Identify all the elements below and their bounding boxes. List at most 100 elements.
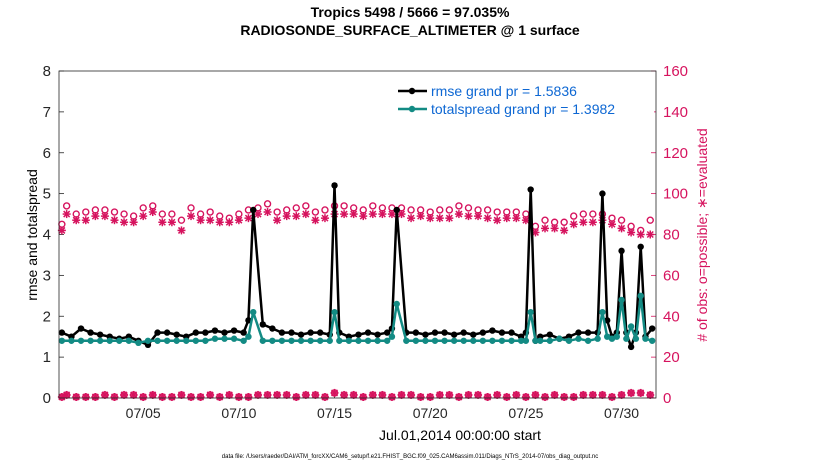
rmse-point: [154, 329, 161, 336]
evaluated-count-marker: [167, 218, 176, 227]
y-right-tick-label: 0: [663, 390, 671, 407]
possible-count-marker: [455, 202, 463, 210]
totalspread-point: [173, 337, 180, 344]
x-axis-label: Jul.01,2014 00:00:00 start: [379, 427, 541, 443]
rmse-point: [604, 317, 611, 324]
evaluated-count-marker: [588, 218, 597, 227]
totalspread-point: [316, 337, 324, 344]
evaluated-count-marker: [206, 216, 215, 225]
totalspread-point: [68, 337, 75, 344]
evaluated-count-marker: [579, 218, 588, 227]
totalspread-point: [240, 337, 247, 344]
totalspread-point: [116, 337, 123, 344]
evaluated-count-marker: [330, 388, 339, 397]
evaluated-count-marker: [301, 210, 310, 219]
y-right-tick-label: 100: [663, 186, 688, 203]
evaluated-count-marker: [502, 393, 511, 401]
possible-count-marker: [283, 206, 291, 214]
possible-count-marker: [426, 208, 434, 216]
evaluated-count-marker: [560, 393, 569, 401]
evaluated-count-marker: [254, 210, 262, 219]
possible-count-marker: [101, 206, 109, 214]
y-right-tick-label: 120: [663, 145, 688, 162]
data-file-footer: data file: /Users/raeder/DAI/ATM_forcXX/…: [222, 454, 598, 460]
evaluated-count-marker: [483, 214, 492, 223]
evaluated-count-marker: [215, 393, 224, 401]
rmse-point: [269, 325, 276, 332]
totalspread-point: [154, 337, 161, 344]
evaluated-count-marker: [445, 214, 454, 223]
evaluated-count-marker: [541, 224, 550, 233]
totalspread-point: [517, 337, 525, 344]
evaluated-count-marker: [387, 393, 396, 401]
totalspread-point: [575, 335, 582, 342]
totalspread-point: [163, 337, 171, 344]
rmse-point: [470, 331, 477, 338]
possible-count-marker: [72, 210, 80, 218]
evaluated-count-marker: [234, 393, 243, 401]
evaluated-count-marker: [636, 388, 645, 397]
possible-count-marker: [378, 204, 387, 212]
totalspread-point: [489, 337, 496, 344]
evaluated-count-marker: [541, 393, 550, 401]
evaluated-count-marker: [158, 218, 167, 227]
rmse-point: [96, 331, 104, 338]
possible-count-marker: [464, 204, 473, 212]
evaluated-count-marker: [646, 390, 655, 399]
totalspread-point: [125, 337, 133, 344]
rmse-point: [173, 331, 180, 338]
possible-count-marker: [636, 226, 645, 235]
rmse-point: [331, 182, 338, 189]
x-tick-label: 07/05: [126, 405, 161, 421]
rmse-point: [307, 329, 314, 336]
evaluated-count-marker: [72, 393, 81, 401]
totalspread-point: [522, 337, 530, 344]
rmse-point: [584, 329, 592, 336]
rmse-point: [192, 329, 200, 336]
totalspread-point: [412, 337, 420, 344]
evaluated-count-marker: [206, 390, 215, 399]
totalspread-point: [278, 337, 286, 344]
possible-count-marker: [149, 202, 157, 210]
possible-count-marker: [62, 202, 71, 210]
y-right-tick-label: 140: [663, 104, 688, 121]
x-tick-label: 07/30: [604, 405, 639, 421]
evaluated-count-marker: [177, 226, 186, 235]
rmse-point: [364, 329, 372, 336]
totalspread-point: [96, 337, 104, 344]
totalspread-point: [355, 337, 362, 344]
rmse-point: [87, 329, 94, 336]
y-right-tick-label: 160: [663, 63, 688, 80]
possible-count-marker: [589, 210, 597, 218]
possible-count-marker: [349, 204, 358, 212]
rmse-point: [460, 329, 467, 336]
rmse-point: [278, 329, 286, 336]
totalspread-point: [192, 337, 200, 344]
totalspread-point: [594, 335, 601, 342]
evaluated-count-marker: [100, 390, 109, 399]
totalspread-point: [77, 337, 85, 344]
rmse-point: [240, 329, 247, 336]
evaluated-count-marker: [263, 208, 272, 217]
possible-count-marker: [579, 210, 587, 218]
totalspread-point: [336, 337, 343, 344]
evaluated-count-marker: [521, 393, 530, 401]
totalspread-point: [364, 337, 372, 344]
totalspread-point: [508, 337, 515, 344]
totalspread-point: [144, 337, 152, 344]
possible-count-marker: [187, 204, 195, 212]
legend-box: [392, 78, 654, 118]
evaluated-count-marker: [196, 393, 205, 401]
x-tick-label: 07/25: [508, 405, 543, 421]
rmse-point: [230, 327, 238, 334]
evaluated-count-marker: [607, 220, 616, 229]
totalspread-point: [470, 337, 477, 344]
y-left-tick-label: 4: [43, 227, 51, 244]
possible-count-marker: [445, 206, 454, 214]
y-right-tick-label: 60: [663, 267, 680, 284]
totalspread-point: [331, 308, 338, 316]
rmse-point: [450, 331, 458, 338]
totalspread-point: [537, 337, 544, 344]
possible-count-marker: [608, 214, 616, 222]
possible-count-marker: [216, 212, 224, 220]
